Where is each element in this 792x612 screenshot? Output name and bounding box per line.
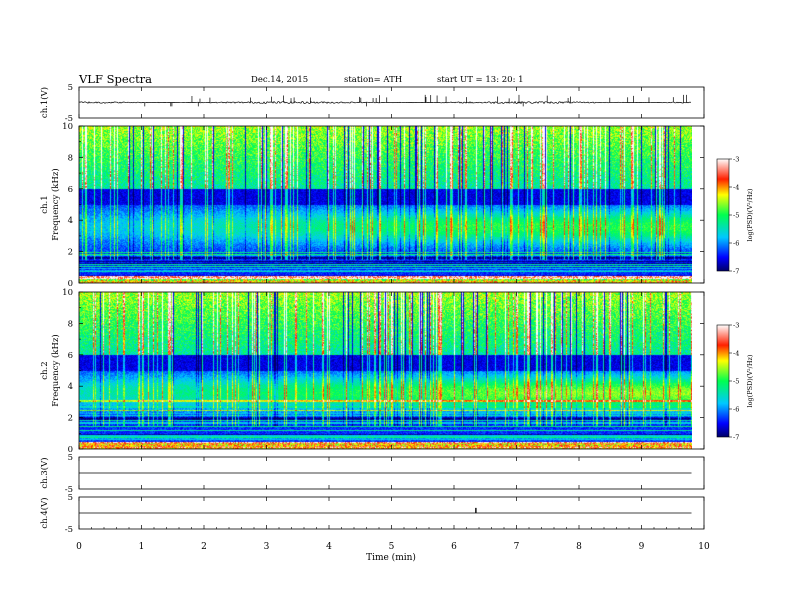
y-tick-label: 4: [68, 382, 73, 392]
start-time-label: start UT = 13: 20: 1: [437, 75, 524, 85]
x-tick-label: 9: [639, 542, 645, 552]
y-tick-label: 0: [68, 445, 73, 455]
y-tick-label: 6: [68, 351, 73, 361]
y-tick-label: 10: [62, 122, 73, 132]
station-label: station= ATH: [344, 75, 403, 85]
colorbar-tick-label: -5: [733, 378, 739, 386]
y-tick-label: -5: [65, 114, 73, 124]
colorbar: [716, 158, 730, 272]
x-tick-label: 0: [76, 542, 82, 552]
x-axis-label: Time (min): [366, 552, 416, 563]
spectrogram-ch1-image: [79, 126, 692, 283]
x-tick-label: 3: [264, 542, 270, 552]
spectrogram-images: [79, 126, 692, 449]
y-axis-label: ch.4(V): [39, 497, 50, 528]
y-tick-label: 5: [68, 453, 73, 463]
colorbar: [716, 324, 730, 438]
x-tick-label: 4: [326, 542, 332, 552]
date-label: Dec.14, 2015: [251, 75, 309, 85]
x-tick-label: 7: [514, 542, 520, 552]
y-tick-label: 8: [68, 153, 73, 163]
x-tick-label: 1: [139, 542, 145, 552]
colorbar-tick-label: -7: [733, 434, 739, 442]
colorbar-tick-label: -5: [733, 212, 739, 220]
y-tick-label: 6: [68, 185, 73, 195]
colorbar-tick-label: -3: [733, 156, 739, 164]
spectrogram-ch2-image: [79, 292, 692, 449]
y-tick-label: 5: [68, 83, 73, 93]
y-tick-label: 8: [68, 319, 73, 329]
colorbar-tick-label: -3: [733, 322, 739, 330]
colorbar-label: log(PSD)(V²/Hz): [746, 354, 754, 407]
panel-channel-label: ch.2: [40, 361, 50, 379]
y-tick-label: -5: [65, 485, 73, 495]
figure-title: VLF Spectra: [79, 72, 153, 86]
y-tick-label: 10: [62, 288, 73, 298]
y-axis-label: Frequency (kHz): [50, 168, 61, 240]
y-tick-label: 0: [68, 279, 73, 289]
y-tick-label: 2: [68, 248, 73, 258]
colorbar-tick-label: -4: [733, 350, 739, 358]
y-tick-label: 2: [68, 414, 73, 424]
colorbar-tick-label: -6: [733, 240, 739, 248]
x-tick-label: 5: [389, 542, 395, 552]
waveform-ch1-line: [78, 100, 692, 105]
y-tick-label: 5: [68, 493, 73, 503]
colorbar-tick-label: -6: [733, 406, 739, 414]
colorbar-label: log(PSD)(V²/Hz): [746, 188, 754, 241]
x-tick-label: 10: [698, 542, 710, 552]
colorbar-tick-label: -7: [733, 268, 739, 276]
y-tick-label: 4: [68, 216, 73, 226]
colorbar-tick-label: -4: [733, 184, 739, 192]
panel-channel-label: ch.1: [40, 195, 50, 213]
x-tick-label: 6: [451, 542, 457, 552]
y-axis-label: ch.3(V): [39, 457, 50, 488]
y-axis-label: Frequency (kHz): [50, 334, 61, 406]
y-axis-label: ch.1(V): [39, 87, 50, 118]
x-tick-label: 8: [576, 542, 582, 552]
x-tick-label: 2: [201, 542, 207, 552]
y-tick-label: -5: [65, 525, 73, 535]
